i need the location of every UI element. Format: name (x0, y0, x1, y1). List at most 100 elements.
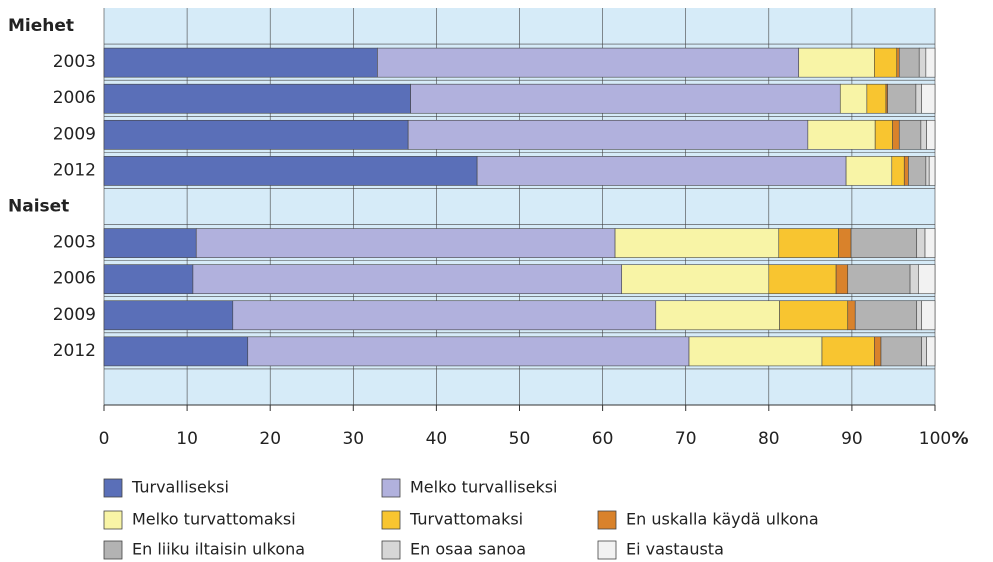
y-tick-label: 2009 (53, 305, 96, 325)
group-label: Miehet (8, 16, 74, 36)
x-tick-label: 20 (259, 429, 281, 449)
legend-swatch (597, 510, 617, 530)
y-tick-label: 2003 (53, 233, 96, 253)
bar-segment (921, 83, 936, 114)
x-tick-label: 0 (99, 429, 110, 449)
legend-swatch (381, 478, 401, 498)
bar-segment (768, 264, 837, 295)
bar-segment (920, 119, 927, 150)
bar-segment (377, 47, 800, 78)
bar-segment (866, 83, 887, 114)
x-tick-label: 100 (919, 429, 951, 449)
bar-segment (821, 336, 875, 367)
bar-segment (847, 300, 856, 331)
bar-segment (896, 47, 900, 78)
bar-segment (103, 264, 194, 295)
bar-segment (898, 47, 920, 78)
legend-swatch (103, 478, 123, 498)
bar-segment (835, 264, 849, 295)
x-tick-label: 50 (509, 429, 531, 449)
bar-segment (854, 300, 918, 331)
bar-segment (195, 228, 616, 258)
y-tick-label: 2003 (53, 52, 96, 72)
y-tick-label: 2012 (53, 160, 96, 180)
bar-segment (688, 336, 823, 367)
bar-segment (928, 156, 936, 186)
x-axis-label: % (951, 429, 968, 449)
legend-label: En liiku iltaisin ulkona (132, 540, 305, 559)
bar-segment (924, 228, 936, 258)
bar-segment (926, 336, 936, 367)
legend-swatch (103, 540, 123, 560)
bar-segment (779, 300, 849, 331)
bar-segment (247, 336, 690, 367)
bar-segment (925, 47, 936, 78)
bar-segment (410, 83, 841, 114)
legend-label: Melko turvattomaksi (132, 510, 296, 529)
bar-segment (798, 47, 875, 78)
bar-segment (916, 228, 926, 258)
bar-segment (874, 47, 898, 78)
bar-segment (807, 119, 876, 150)
bar-segment (103, 228, 197, 258)
bar-segment (847, 264, 911, 295)
x-tick-label: 60 (592, 429, 614, 449)
bar-segment (921, 336, 927, 367)
bar-segment (407, 119, 809, 150)
bar-segment (655, 300, 780, 331)
x-tick-label: 30 (342, 429, 364, 449)
bar-segment (839, 83, 868, 114)
bar-segment (103, 83, 411, 114)
bar-segment (778, 228, 839, 258)
bar-segment (908, 156, 927, 186)
bar-segment (103, 156, 478, 186)
bar-segment (903, 156, 909, 186)
bar-segment (918, 47, 927, 78)
bar-segment (874, 336, 882, 367)
bar-segment (476, 156, 847, 186)
x-tick-label: 70 (675, 429, 697, 449)
bar-segment (926, 119, 936, 150)
bar-segment (891, 156, 905, 186)
x-tick-label: 80 (758, 429, 780, 449)
y-tick-label: 2009 (53, 124, 96, 144)
legend-label: En uskalla käydä ulkona (626, 510, 819, 529)
bar-segment (192, 264, 623, 295)
legend-label: Ei vastausta (626, 540, 724, 559)
bar-segment (874, 119, 893, 150)
bar-segment (845, 156, 893, 186)
bar-segment (103, 47, 378, 78)
bar-segment (915, 83, 923, 114)
bar-segment (621, 264, 770, 295)
bar-segment (880, 336, 923, 367)
legend-label: Melko turvalliseksi (410, 478, 558, 497)
bar-segment (925, 156, 930, 186)
bar-segment (838, 228, 852, 258)
bar-segment (921, 300, 936, 331)
bar-segment (232, 300, 657, 331)
x-tick-label: 10 (176, 429, 198, 449)
x-tick-label: 90 (841, 429, 863, 449)
bar-segment (103, 119, 409, 150)
bar-segment (892, 119, 900, 150)
bar-segment (103, 336, 249, 367)
legend-label: En osaa sanoa (410, 540, 526, 559)
y-tick-label: 2006 (53, 88, 96, 108)
bar-segment (614, 228, 780, 258)
legend-swatch (381, 540, 401, 560)
group-label: Naiset (8, 197, 69, 217)
y-tick-label: 2006 (53, 269, 96, 289)
bar-segment (898, 119, 922, 150)
legend-label: Turvattomaksi (409, 510, 523, 529)
bar-segment (887, 83, 917, 114)
legend-swatch (381, 510, 401, 530)
bar-segment (916, 300, 923, 331)
bar-segment (909, 264, 919, 295)
bar-segment (850, 228, 918, 258)
legend-swatch (103, 510, 123, 530)
legend-swatch (597, 540, 617, 560)
x-tick-label: 40 (426, 429, 448, 449)
legend-label: Turvalliseksi (131, 478, 229, 497)
y-tick-label: 2012 (53, 341, 96, 361)
